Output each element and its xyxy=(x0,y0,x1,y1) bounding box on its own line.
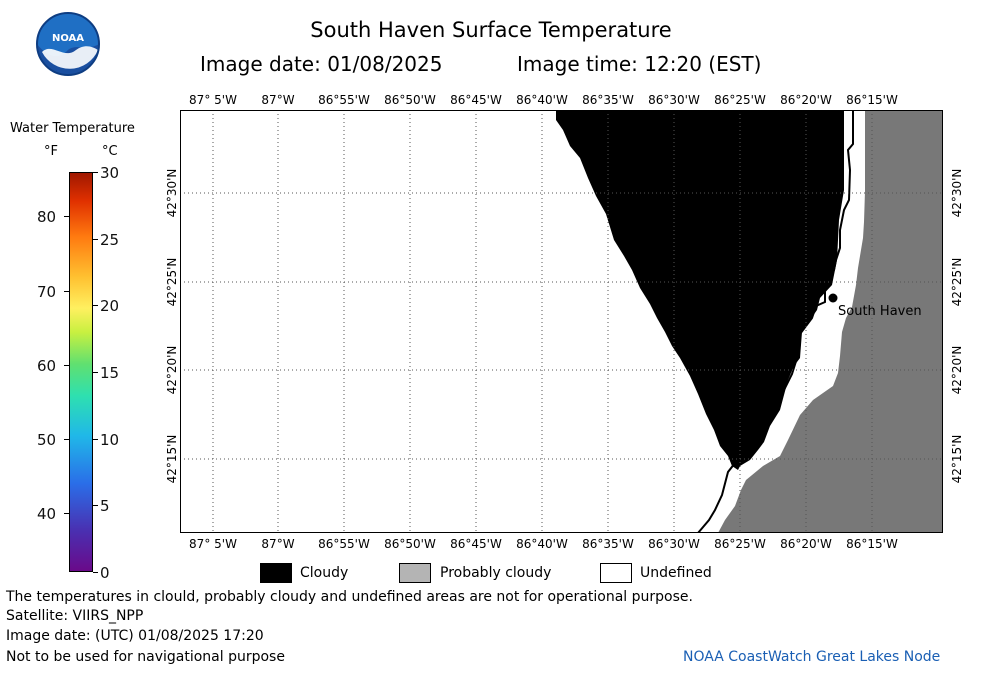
colorbar-tick-mark xyxy=(93,172,98,173)
colorbar-tick-f: 70 xyxy=(37,282,57,301)
longitude-label: 86°15'W xyxy=(846,93,898,107)
colorbar-tick-c: 15 xyxy=(100,364,120,382)
colorbar-title: Water Temperature xyxy=(10,121,135,136)
longitude-label: 86°55'W xyxy=(318,93,370,107)
colorbar-tick-f: 60 xyxy=(37,356,57,375)
latitude-label: 42°25'N xyxy=(165,257,179,307)
colorbar-tick-mark xyxy=(64,438,69,440)
map-frame xyxy=(180,110,943,533)
longitude-label: 87°W xyxy=(261,537,295,551)
land-area xyxy=(718,110,943,533)
legend-swatch-undefined xyxy=(600,563,632,583)
colorbar-tick-mark xyxy=(93,505,98,507)
colorbar-tick-mark xyxy=(93,572,98,573)
longitude-label: 87° 5'W xyxy=(189,93,237,107)
credit-link[interactable]: NOAA CoastWatch Great Lakes Node xyxy=(683,649,941,665)
colorbar-tick-c: 10 xyxy=(100,430,120,449)
longitude-label: 86°25'W xyxy=(714,537,766,551)
utc-image-date: Image date: (UTC) 01/08/2025 17:20 xyxy=(6,628,264,644)
longitude-label: 87°W xyxy=(261,93,295,107)
image-date: Image date: 01/08/2025 xyxy=(200,52,443,76)
disclaimer-navigation: Not to be used for navigational purpose xyxy=(6,649,285,665)
colorbar-tick-mark xyxy=(64,512,69,514)
longitude-label: 86°30'W xyxy=(648,93,700,107)
colorbar-tick-c: 25 xyxy=(100,230,120,249)
legend-label-cloudy: Cloudy xyxy=(300,565,349,581)
longitude-label: 86°35'W xyxy=(582,93,634,107)
longitude-label: 86°45'W xyxy=(450,93,502,107)
colorbar-tick-mark xyxy=(64,364,69,366)
page-title: South Haven Surface Temperature xyxy=(310,18,672,42)
latitude-label: 42°15'N xyxy=(950,434,964,484)
colorbar-tick-f: 40 xyxy=(37,504,57,523)
place-label-south-haven: South Haven xyxy=(838,304,922,319)
colorbar-tick-mark xyxy=(93,305,98,307)
latitude-label: 42°15'N xyxy=(165,434,179,484)
colorbar-tick-mark xyxy=(64,216,69,218)
longitude-label: 86°25'W xyxy=(714,93,766,107)
colorbar-tick-f: 80 xyxy=(37,208,57,227)
longitude-label: 86°50'W xyxy=(384,537,436,551)
noaa-logo: NOAA xyxy=(36,12,100,76)
longitude-label: 86°30'W xyxy=(648,537,700,551)
colorbar-tick-mark xyxy=(93,238,98,240)
longitude-label: 87° 5'W xyxy=(189,537,237,551)
colorbar-tick-c: 20 xyxy=(100,297,120,316)
disclaimer-operational: The temperatures in clould, probably clo… xyxy=(6,589,693,605)
legend: Cloudy Probably cloudy Undefined xyxy=(260,563,740,587)
colorbar-tick-mark xyxy=(93,372,98,373)
longitude-label: 86°40'W xyxy=(516,537,568,551)
latitude-label: 42°25'N xyxy=(950,257,964,307)
map: South Haven xyxy=(180,110,943,533)
latitude-label: 42°20'N xyxy=(950,345,964,395)
longitude-label: 86°15'W xyxy=(846,537,898,551)
legend-swatch-cloudy xyxy=(260,563,292,583)
graticule xyxy=(180,110,943,533)
legend-swatch-probably-cloudy xyxy=(399,563,431,583)
colorbar-tick-f: 50 xyxy=(37,430,57,449)
satellite-info: Satellite: VIIRS_NPP xyxy=(6,608,144,624)
cloudy-area xyxy=(556,110,844,470)
legend-label-probably-cloudy: Probably cloudy xyxy=(440,565,552,581)
svg-text:NOAA: NOAA xyxy=(52,33,84,44)
longitude-label: 86°20'W xyxy=(780,93,832,107)
colorbar-unit-c: °C xyxy=(102,144,118,159)
longitude-label: 86°20'W xyxy=(780,537,832,551)
longitude-label: 86°35'W xyxy=(582,537,634,551)
colorbar-tick-c: 5 xyxy=(100,497,110,516)
colorbar-unit-f: °F xyxy=(44,144,58,159)
longitude-label: 86°55'W xyxy=(318,537,370,551)
longitude-label: 86°50'W xyxy=(384,93,436,107)
colorbar-tick-c: 30 xyxy=(100,164,120,182)
south-haven-marker xyxy=(828,293,838,303)
longitude-label: 86°40'W xyxy=(516,93,568,107)
colorbar-tick-mark xyxy=(93,438,98,440)
image-time: Image time: 12:20 (EST) xyxy=(517,52,762,76)
latitude-label: 42°30'N xyxy=(165,168,179,218)
latitude-label: 42°20'N xyxy=(165,345,179,395)
latitude-label: 42°30'N xyxy=(950,168,964,218)
colorbar-tick-c: 0 xyxy=(100,564,110,582)
colorbar-tick-mark xyxy=(64,290,69,292)
legend-label-undefined: Undefined xyxy=(640,565,712,581)
colorbar xyxy=(69,172,93,572)
longitude-label: 86°45'W xyxy=(450,537,502,551)
